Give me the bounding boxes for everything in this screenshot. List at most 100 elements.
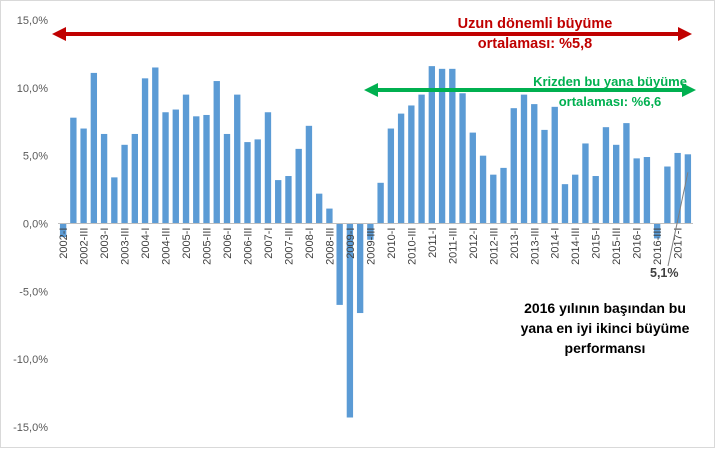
x-tick-label: 2016-I: [632, 228, 644, 259]
x-tick-label: 2014-III: [570, 228, 582, 265]
x-tick-label: 2017-I: [673, 228, 685, 259]
x-tick-label: 2015-I: [591, 228, 603, 259]
bar-2006-III: [244, 142, 251, 224]
x-tick-label: 2013-III: [529, 228, 541, 265]
x-tick-label: 2004-III: [161, 228, 173, 265]
x-tick-label: 2010-I: [386, 228, 398, 259]
x-tick-label: 2012-III: [488, 227, 500, 264]
bar-2011-II: [438, 68, 446, 224]
bar-2005-II: [193, 116, 200, 224]
bar-2005-I: [182, 94, 190, 224]
bar-2015-II: [602, 127, 610, 224]
bar-2006-II: [234, 94, 241, 224]
long-term-average-label: Uzun dönemli büyüme ortalaması: %5,8: [420, 14, 650, 54]
bar-2007-II: [275, 180, 282, 224]
bar-2003-III: [121, 144, 128, 224]
bar-2009-III: [367, 223, 374, 240]
bar-2012-III: [490, 174, 497, 224]
long-term-arrow-left-head: [52, 27, 66, 41]
x-tick-label: 2011-I: [427, 228, 439, 258]
bar-2002-I: [59, 223, 67, 238]
bar-2017-I: [674, 152, 681, 224]
bar-2014-III: [572, 174, 579, 224]
x-tick-label: 2012-I: [468, 228, 480, 259]
bar-2010-III: [408, 105, 415, 224]
last-value-leader-line: [667, 172, 689, 267]
bar-2010-IV: [418, 94, 425, 224]
bar-2016-IV: [664, 166, 671, 224]
bar-2009-I: [346, 223, 354, 418]
long-term-average-line1: Uzun dönemli büyüme: [457, 16, 613, 32]
y-tick-label: 5,0%: [23, 151, 48, 163]
since-crisis-arrow-right-head: [682, 83, 696, 97]
x-tick-label: 2009-I: [345, 228, 357, 259]
y-tick-label: -10,0%: [13, 354, 48, 366]
bar-2013-III: [531, 104, 538, 224]
performance-note-line2: yana en iyi ikinci büyüme: [520, 320, 690, 336]
bar-2011-IV: [459, 93, 466, 224]
x-tick-label: 2006-I: [222, 228, 234, 259]
bar-2015-IV: [623, 123, 630, 224]
x-tick-label: 2004-I: [140, 228, 152, 259]
x-tick-label: 2008-III: [324, 228, 336, 265]
since-crisis-arrow-left-head: [364, 83, 378, 97]
bar-2004-III: [162, 112, 169, 224]
x-tick-label: 2011-III: [447, 228, 459, 265]
bar-2006-I: [223, 133, 231, 224]
since-crisis-average-line1: Krizden bu yana büyüme: [533, 74, 687, 89]
x-tick-label: 2006-III: [242, 228, 254, 265]
bar-2013-I: [510, 108, 517, 224]
bar-2012-IV: [500, 167, 507, 224]
bar-2010-II: [397, 113, 405, 224]
bar-2008-II: [315, 193, 323, 224]
x-tick-label: 2015-III: [611, 228, 623, 265]
performance-note-line3: performansı: [564, 340, 646, 356]
y-tick-label: 0,0%: [23, 219, 48, 231]
x-tick-label: 2005-III: [202, 228, 214, 265]
bar-2008-III: [326, 208, 333, 224]
bar-2009-II: [356, 223, 364, 314]
bar-2015-I: [592, 176, 599, 224]
last-value-label: 5,1%: [650, 266, 679, 280]
x-tick-label: 2016-III: [652, 228, 664, 265]
bar-2010-I: [387, 128, 395, 224]
bar-2015-III: [613, 144, 620, 224]
x-tick-label: 2003-I: [99, 228, 111, 259]
bar-2006-IV: [254, 139, 261, 224]
bar-2007-III: [285, 176, 292, 224]
x-tick-label: 2014-I: [550, 228, 562, 259]
bar-2005-III: [203, 114, 210, 224]
bar-2012-I: [469, 132, 476, 224]
x-tick-label: 2007-I: [263, 228, 275, 259]
bar-2004-II: [152, 67, 159, 224]
bar-2011-I: [428, 66, 436, 224]
bar-2007-I: [264, 112, 272, 224]
bar-2004-IV: [172, 109, 179, 224]
x-tick-label: 2002-III: [79, 228, 91, 265]
y-tick-label: 15,0%: [17, 15, 48, 27]
x-tick-label: 2009-III: [365, 228, 377, 265]
bar-2003-IV: [131, 133, 138, 224]
x-tick-label: 2008-I: [304, 228, 316, 259]
y-tick-label: -15,0%: [13, 422, 48, 434]
bar-2014-IV: [582, 143, 589, 224]
bar-2016-II: [643, 157, 651, 224]
performance-note-line1: 2016 yılının başından bu: [524, 300, 686, 316]
bar-2013-IV: [541, 129, 548, 224]
bar-2003-II: [111, 177, 118, 224]
x-tick-label: 2003-III: [120, 228, 132, 265]
bar-2016-III: [653, 223, 661, 239]
bar-2012-II: [479, 155, 487, 224]
x-tick-label: 2007-III: [283, 228, 295, 265]
bar-2016-I: [633, 158, 640, 224]
bar-2005-IV: [213, 81, 220, 224]
bar-2003-I: [100, 133, 108, 224]
long-term-arrow-right-head: [678, 27, 692, 41]
bar-2004-I: [141, 78, 149, 224]
y-tick-label: -5,0%: [19, 286, 48, 298]
y-tick-label: 10,0%: [17, 83, 48, 95]
bar-2011-III: [449, 68, 456, 224]
bar-2014-I: [551, 106, 558, 224]
